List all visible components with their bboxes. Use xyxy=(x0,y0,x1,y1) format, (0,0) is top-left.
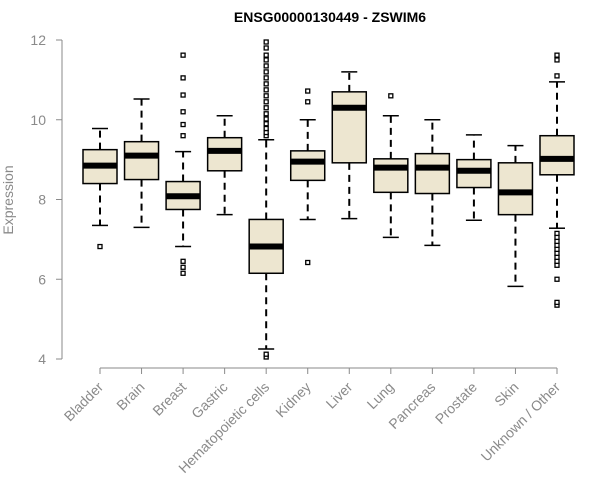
x-tick-label: Lung xyxy=(364,379,397,412)
iqr-box xyxy=(414,152,451,195)
outlier-point xyxy=(263,87,269,93)
outlier-point xyxy=(263,52,269,58)
box-kidney xyxy=(289,88,326,266)
box-prostate xyxy=(456,134,492,221)
outlier-point xyxy=(180,133,186,139)
outlier-point xyxy=(554,73,560,79)
outlier-point xyxy=(305,99,311,105)
x-tick-label: Breast xyxy=(149,379,189,419)
outlier-point xyxy=(180,121,186,128)
iqr-box xyxy=(123,140,160,181)
outlier-point xyxy=(180,92,186,98)
outlier-point xyxy=(263,63,269,69)
outlier-point xyxy=(305,259,311,266)
outlier-point xyxy=(305,88,311,94)
box-brain xyxy=(123,98,160,229)
outlier-point xyxy=(180,52,186,58)
outlier-point xyxy=(263,351,269,357)
outlier-point xyxy=(263,93,269,99)
iqr-box xyxy=(206,136,243,172)
x-tick-label: Liver xyxy=(323,379,356,412)
box-bladder xyxy=(82,127,118,250)
outlier-point xyxy=(263,57,269,63)
outlier-point xyxy=(554,57,560,63)
outlier-point xyxy=(263,125,269,132)
outlier-point xyxy=(554,299,560,306)
outlier-point xyxy=(554,52,560,58)
outlier-point xyxy=(263,69,269,75)
x-tick-label: Unknown / Other xyxy=(478,379,564,465)
outlier-point xyxy=(263,99,269,105)
outlier-point xyxy=(554,276,560,282)
outlier-point xyxy=(263,121,269,127)
x-tick-label: Brain xyxy=(113,379,147,413)
iqr-box xyxy=(497,162,534,216)
y-tick-label: 12 xyxy=(30,32,46,48)
outlier-point xyxy=(263,105,269,111)
outlier-point xyxy=(180,109,186,115)
iqr-box xyxy=(373,158,409,194)
chart-title: ENSG00000130449 - ZSWIM6 xyxy=(234,9,426,25)
y-tick-label: 6 xyxy=(38,271,46,287)
y-tick-label: 10 xyxy=(30,112,46,128)
outlier-point xyxy=(263,75,269,81)
box-breast xyxy=(165,52,201,276)
x-tick-label: Bladder xyxy=(61,379,107,425)
box-liver xyxy=(331,71,368,220)
outlier-point xyxy=(388,93,394,99)
outlier-point xyxy=(263,116,269,122)
iqr-box xyxy=(539,134,575,176)
iqr-box xyxy=(289,150,326,182)
outlier-point xyxy=(180,75,186,81)
y-axis-label: Expression xyxy=(0,165,16,234)
outlier-point xyxy=(263,111,269,117)
iqr-box xyxy=(331,91,368,164)
outlier-point xyxy=(180,258,186,264)
y-tick-label: 8 xyxy=(38,192,46,208)
y-tick-label: 4 xyxy=(38,351,46,367)
box-gastric xyxy=(206,115,243,216)
outlier-point xyxy=(554,230,560,237)
x-tick-label: Skin xyxy=(491,379,522,410)
box-pancreas xyxy=(414,119,451,247)
box-hematopoietic-cells xyxy=(248,39,284,360)
box-skin xyxy=(497,144,534,288)
box-unknown-other xyxy=(539,52,575,308)
outlier-point xyxy=(180,264,186,270)
outlier-point xyxy=(263,39,269,45)
outlier-point xyxy=(263,45,269,51)
y-axis: 4 6 8 10 12 xyxy=(30,32,63,367)
outlier-point xyxy=(180,270,186,276)
x-tick-label: Kidney xyxy=(272,379,314,421)
outlier-point xyxy=(263,81,269,87)
boxes-group xyxy=(82,39,575,360)
box-lung xyxy=(373,93,409,239)
outlier-point xyxy=(97,243,103,250)
x-tick-label: Prostate xyxy=(432,379,480,427)
